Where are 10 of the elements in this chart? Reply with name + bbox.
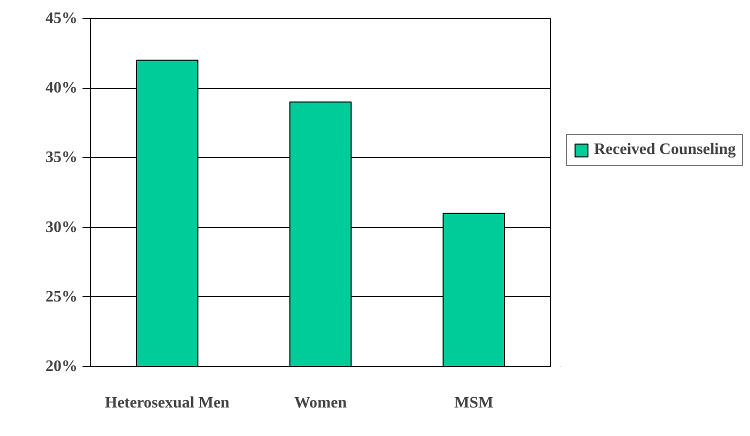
y-tick-label: 20% (46, 358, 78, 375)
y-tick-label: 35% (46, 149, 78, 166)
y-tick-label: 25% (46, 288, 78, 306)
x-tick-label: Heterosexual Men (104, 394, 230, 412)
y-tick-label: 45% (46, 10, 78, 27)
y-tick-label: 30% (46, 218, 78, 236)
x-tick-label: MSM (454, 394, 494, 412)
y-tick-label: 40% (46, 80, 78, 97)
legend-label: Received Counseling (594, 141, 736, 159)
x-tick-label: Women (294, 394, 347, 412)
